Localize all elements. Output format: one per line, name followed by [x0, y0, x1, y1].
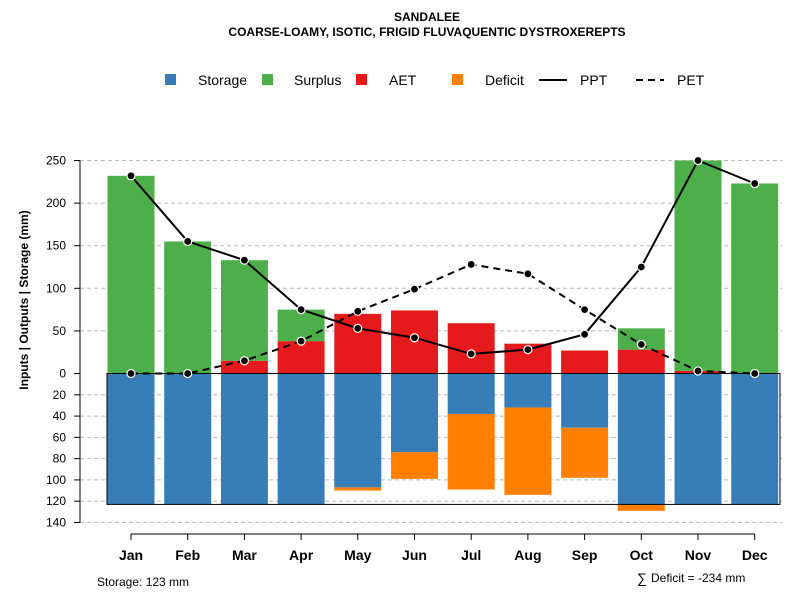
y-tick-label: 20 — [53, 388, 67, 402]
storage-bar — [674, 373, 722, 505]
ppt-point — [353, 323, 363, 333]
ppt-point — [636, 262, 646, 272]
x-tick-label: Jan — [119, 547, 143, 563]
y-tick-label: 150 — [46, 239, 66, 253]
storage-bar — [107, 373, 155, 505]
surplus-bar — [731, 183, 779, 374]
x-tick-label: Jul — [461, 547, 481, 563]
pet-point — [409, 284, 420, 294]
storage-bar — [220, 373, 268, 505]
x-tick-label: Nov — [685, 547, 712, 563]
x-tick-label: Mar — [232, 547, 257, 563]
deficit-bar — [447, 413, 495, 490]
y-tick-label: 100 — [46, 473, 66, 487]
pet-point — [579, 305, 590, 315]
legend-label-ppt: PPT — [580, 72, 608, 88]
deficit-bar — [561, 427, 609, 478]
pet-point — [126, 368, 136, 379]
pet-line — [131, 263, 755, 375]
legend-swatch-deficit — [452, 74, 463, 85]
deficit-bar — [504, 407, 552, 495]
x-tick-label: Aug — [514, 547, 541, 563]
storage-bar — [617, 373, 665, 505]
y-tick-label: 200 — [46, 196, 66, 210]
y-tick-label: 250 — [46, 154, 66, 168]
legend-swatch-storage — [165, 74, 176, 85]
bars — [107, 160, 779, 511]
storage-bar — [391, 373, 438, 453]
y-tick-label: 80 — [53, 452, 67, 466]
surplus-bar — [674, 160, 722, 371]
deficit-bar — [334, 487, 382, 491]
legend: Storage Surplus AET Deficit PPT PET — [165, 72, 705, 88]
lines — [126, 155, 760, 379]
ppt-point — [579, 329, 590, 339]
storage-bar — [334, 373, 382, 488]
aet-bar — [561, 350, 609, 374]
y-tick-label: 60 — [53, 430, 67, 444]
surplus-bar — [617, 328, 665, 350]
x-tick-label: Apr — [289, 547, 314, 563]
y-axis-label: Inputs | Outputs | Storage (mm) — [17, 210, 31, 389]
deficit-bar — [391, 452, 438, 479]
ppt-point — [409, 333, 420, 343]
y-tick-label: 120 — [46, 494, 66, 508]
chart-title: SANDALEE — [394, 10, 460, 24]
pet-point — [353, 306, 363, 316]
x-tick-label: Oct — [630, 547, 654, 563]
axes: 0 50 100 150 200 250 20 40 60 80 100 120 140 Jan Feb Ma… — [46, 154, 781, 563]
surplus-bar — [164, 241, 212, 374]
x-tick-label: Sep — [572, 547, 598, 563]
x-tick-label: Dec — [742, 547, 768, 563]
ppt-point — [693, 155, 703, 166]
pet-point — [296, 336, 306, 346]
legend-label-deficit: Deficit — [485, 72, 524, 88]
storage-note: Storage: 123 mm — [97, 575, 189, 589]
surplus-bar — [107, 175, 155, 374]
y-tick-label: 40 — [53, 409, 67, 423]
y-tick-label: 100 — [46, 281, 66, 295]
pet-point — [466, 259, 476, 270]
deficit-sum-symbol: ∑ — [637, 570, 647, 586]
pet-point — [750, 368, 760, 379]
ppt-point — [239, 255, 249, 265]
ppt-point — [296, 305, 306, 315]
pet-point — [523, 269, 533, 279]
x-tick-label: Jun — [402, 547, 427, 563]
y-tick-label: 50 — [53, 324, 67, 338]
deficit-bar — [617, 504, 665, 511]
chart-subtitle: COARSE-LOAMY, ISOTIC, FRIGID FLUVAQUENTI… — [228, 25, 625, 39]
x-tick-label: May — [344, 547, 371, 563]
pet-point — [239, 356, 249, 366]
storage-bar — [447, 373, 495, 414]
ppt-point — [183, 236, 193, 247]
ppt-line — [130, 159, 756, 355]
legend-label-surplus: Surplus — [294, 72, 341, 88]
storage-bar — [561, 373, 609, 428]
legend-label-aet: AET — [389, 72, 417, 88]
aet-bar — [617, 349, 665, 374]
storage-bar — [504, 373, 552, 408]
ppt-point — [750, 178, 760, 189]
x-tick-label: Feb — [175, 547, 200, 563]
ppt-point — [466, 349, 476, 359]
storage-bar — [164, 373, 212, 505]
y-tick-label: 140 — [46, 516, 66, 530]
pet-point — [636, 339, 646, 350]
legend-swatch-surplus — [262, 74, 273, 85]
deficit-note: Deficit = -234 mm — [651, 571, 745, 585]
surplus-bar — [220, 260, 268, 361]
aet-bar — [447, 323, 495, 374]
ppt-point — [523, 345, 533, 355]
storage-bar — [277, 373, 325, 505]
y-tick-label: 0 — [59, 367, 66, 381]
ppt-point — [126, 171, 136, 181]
storage-bar — [731, 373, 779, 505]
pet-point — [693, 366, 703, 376]
legend-swatch-aet — [356, 74, 367, 85]
legend-label-pet: PET — [677, 72, 705, 88]
pet-point — [183, 368, 193, 379]
legend-label-storage: Storage — [198, 72, 247, 88]
